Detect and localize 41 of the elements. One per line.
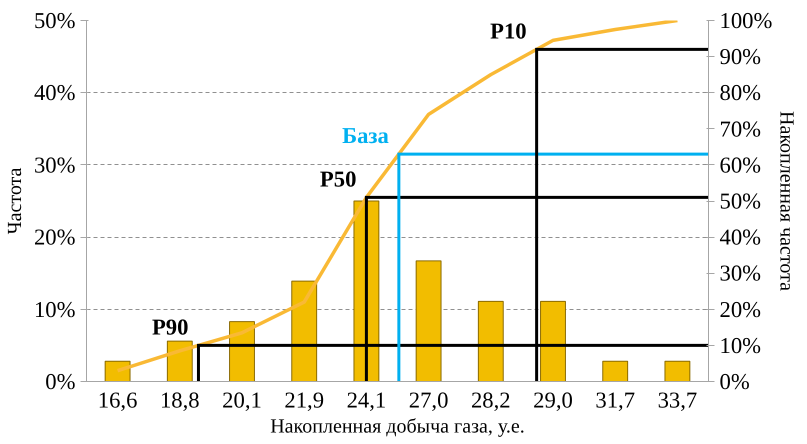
y2-tick-label: 80%	[720, 80, 762, 106]
x-tick-label: 28,2	[470, 388, 511, 412]
y-tick-label: 0%	[45, 369, 76, 394]
x-tick-label: 31,7	[595, 388, 636, 412]
x-tick-label: 24,1	[346, 388, 386, 412]
y2-tick-label: 100%	[720, 8, 772, 33]
ref-line-label: P50	[320, 166, 356, 192]
ref-line-label: P10	[490, 18, 527, 44]
y2-tick-label: 60%	[720, 152, 762, 178]
y2-tick-label: 10%	[720, 332, 762, 358]
ref-line-label: P90	[152, 314, 188, 340]
y2-tick-label: 50%	[720, 188, 762, 214]
x-axis-title: Накопленная добыча газа, у.е.	[270, 416, 525, 438]
x-tick-label: 16,6	[98, 388, 138, 412]
bar	[540, 300, 566, 382]
x-tick-label: 20,1	[222, 388, 262, 412]
y-axis-title: Частота	[4, 167, 26, 234]
bar	[291, 280, 318, 382]
y2-tick-label: 0%	[720, 369, 750, 394]
x-tick-label: 27,0	[408, 388, 448, 412]
bar	[416, 260, 442, 382]
y2-tick-label: 70%	[720, 116, 762, 142]
line-series	[116, 20, 680, 372]
y2-axis-title: Накопленная частота	[775, 111, 798, 292]
y-tick-label: 50%	[34, 8, 76, 33]
x-tick-label: 33,7	[658, 388, 698, 412]
bar	[602, 360, 628, 382]
ref-line-label: База	[342, 123, 389, 148]
y2-tick-label: 20%	[720, 296, 762, 322]
x-tick-label: 18,8	[160, 388, 200, 412]
bar	[478, 300, 504, 382]
y-tick-label: 30%	[34, 152, 76, 178]
y-tick-label: 10%	[34, 296, 76, 322]
y2-tick-label: 90%	[720, 44, 762, 70]
bar	[664, 360, 690, 382]
y2-tick-label: 30%	[720, 260, 762, 286]
y2-tick-label: 40%	[720, 224, 762, 250]
x-tick-label: 21,9	[284, 388, 324, 412]
y-tick-label: 20%	[34, 224, 76, 250]
y-tick-label: 40%	[34, 80, 76, 106]
x-tick-label: 29,0	[533, 388, 573, 412]
